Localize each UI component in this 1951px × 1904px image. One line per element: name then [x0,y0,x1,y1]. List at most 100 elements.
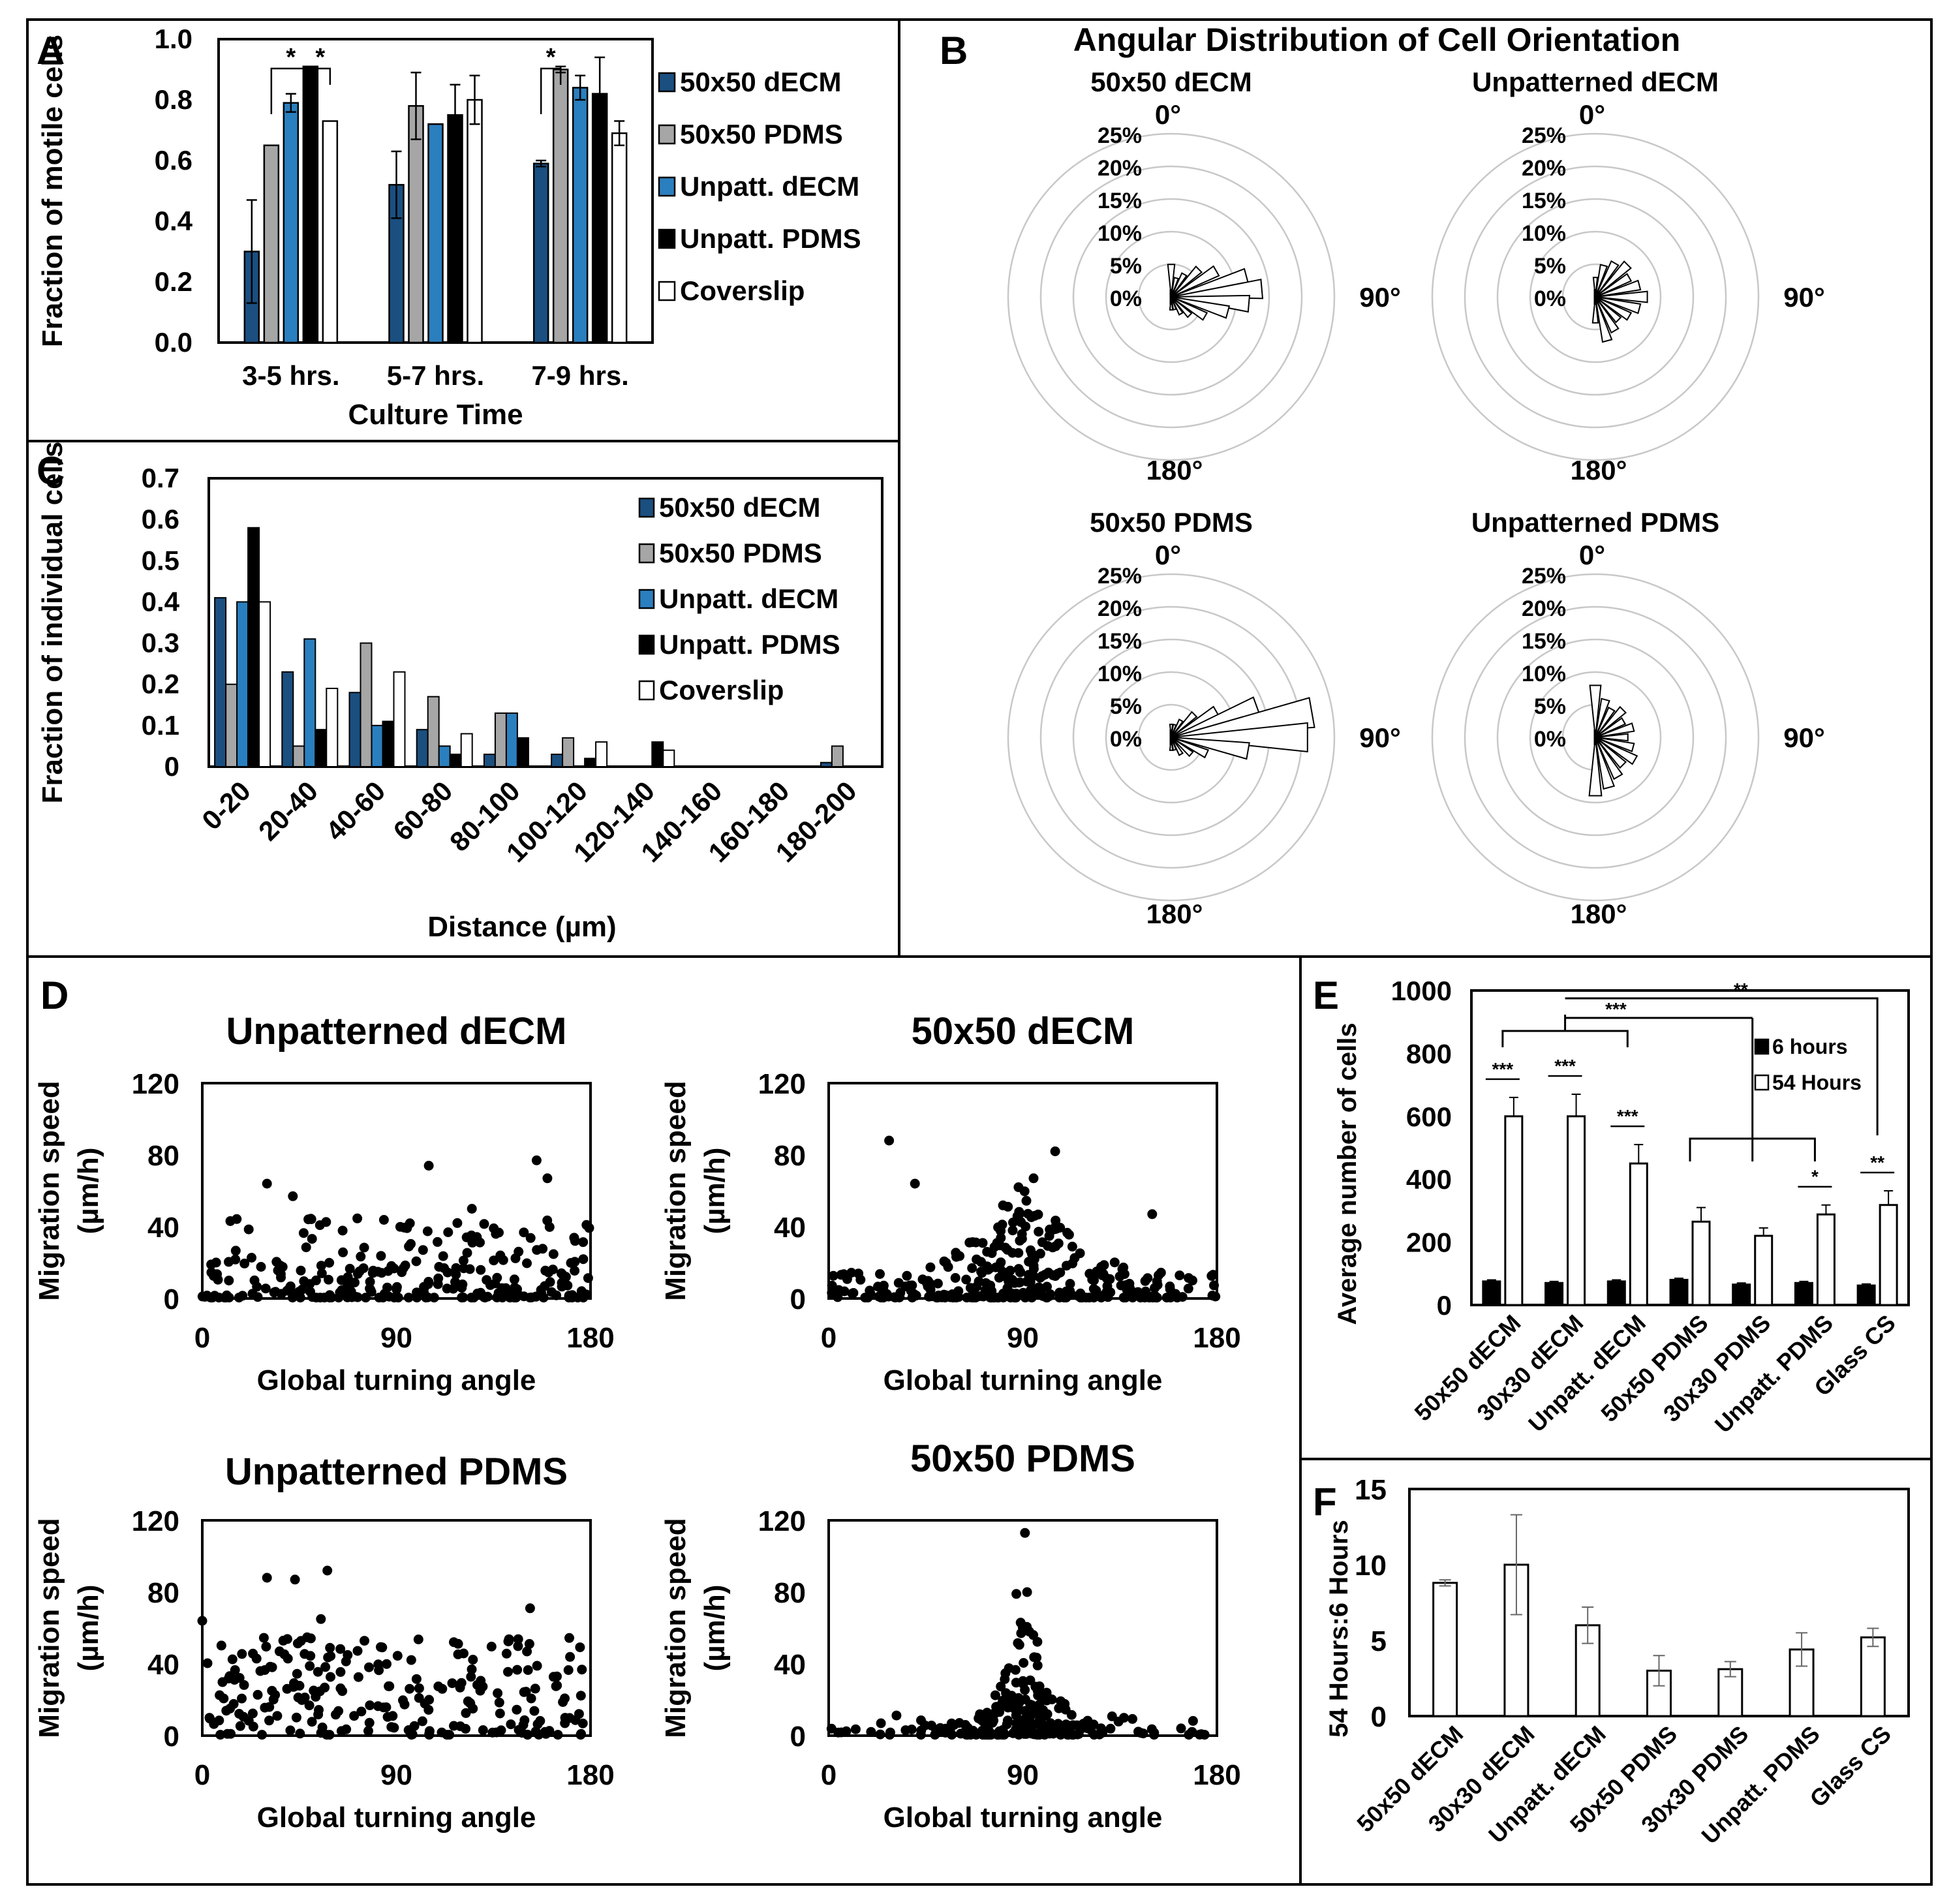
scatter-point [373,1659,384,1670]
significance-bracket [309,67,331,114]
plot-title: 50x50 PDMS [910,1437,1135,1480]
ring-label: 20% [1522,596,1566,621]
y-tick-label: 40 [774,1649,806,1681]
scatter-point [468,1655,478,1665]
scatter-point [884,1135,895,1146]
scatter-point [523,1665,533,1675]
y-tick-label: 5 [1371,1625,1387,1657]
legend-swatch-50x50-pdms [658,124,676,145]
error-bar [1439,1579,1451,1587]
panel-c-chart: 0.7 0.6 0.5 0.4 0.3 0.2 0.1 0 Fraction of indivi… [37,442,883,943]
bar-50x50-decm [416,729,429,767]
group-bracket [1501,1015,1629,1047]
scatter-point [382,1712,393,1722]
scatter-point [349,1711,360,1721]
y-axis-label: Migration speed [660,1081,692,1300]
grid-ring [1431,573,1760,902]
bar-50x50-decm [281,671,294,768]
scatter-point [522,1646,532,1657]
scatter-point [437,1727,447,1738]
ring-label: 25% [1098,123,1142,148]
scatter-point [228,1698,239,1709]
scatter-point [335,1644,346,1654]
scatter-point [433,1273,444,1283]
rose-petal [1171,711,1198,738]
legend-label: Unpatt. dECM [659,583,838,614]
error-bar [594,56,606,131]
scatter-point [991,1262,1001,1272]
bar-coverslip [393,671,406,768]
bar-50x50-decm [820,761,833,767]
scatter-point [1129,1287,1139,1298]
scatter-point [977,1238,988,1248]
scatter-point [256,1262,266,1272]
scatter-point [1042,1709,1052,1719]
scatter-point [1044,1231,1054,1241]
x-tick-label: 0-20 [196,775,256,836]
scatter-point [1051,1241,1061,1251]
scatter-point [878,1280,889,1291]
rose-petal [1588,737,1603,797]
scatter-point [307,1717,317,1727]
scatter-point [234,1293,244,1303]
x-tick-label: 90 [1007,1759,1039,1791]
bar-50x50-pdms [552,69,569,344]
error-bar [469,74,480,125]
legend-swatch-6-hours [1754,1038,1770,1055]
scatter-point [1054,1293,1065,1303]
y-axis-label: Fraction of motile cells [37,35,69,347]
scatter-point [563,1665,574,1675]
scatter-point [1075,1288,1086,1298]
scatter-point [994,1730,1004,1740]
ring-label: 5% [1110,254,1142,279]
ring-label: 10% [1522,221,1566,246]
scatter-point [422,1226,433,1236]
rose-title: Unpatterned PDMS [1471,507,1719,538]
ring-label: 0% [1110,727,1142,752]
plot-title: 50x50 dECM [912,1010,1135,1052]
bar-50x50-pdms [225,683,238,767]
scatter-point [404,1241,414,1251]
rose-petal [1591,296,1599,324]
scatter-point [338,1247,348,1257]
ring-label: 5% [1534,254,1566,279]
scatter-point [409,1721,420,1731]
scatter-point [442,1283,452,1294]
scatter-point [267,1685,277,1696]
scatter-point [542,1173,553,1184]
scatter-point [363,1726,373,1736]
scatter-point [1005,1265,1015,1276]
significance-marker: *** [1492,1059,1514,1079]
scatter-point [209,1719,219,1729]
bar-unpatt-decm [505,712,518,768]
bar-50x50-pdms [494,712,507,768]
legend-swatch-unpatt-pdms [638,634,655,655]
scatter-point [1066,1710,1077,1720]
error-bar [1612,1279,1621,1282]
rose-petal [1595,717,1627,738]
angle-label-bottom: 180° [1571,898,1627,929]
scatter-point [234,1673,245,1683]
legend-swatch-50x50-pdms [638,543,655,564]
scatter-point [222,1290,232,1300]
scatter-point [512,1704,522,1715]
scatter-point [981,1710,992,1720]
scatter-point [1086,1725,1096,1735]
error-bar [1653,1655,1665,1687]
y-tick-label: 0.5 [142,545,179,576]
scatter-point [1032,1660,1043,1670]
scatter-point [1021,1195,1032,1206]
bar-50x50-pdms [562,737,575,768]
scatter-point [860,1293,870,1303]
scatter-point [356,1706,367,1717]
grid-ring [1496,638,1695,837]
scatter-point [574,1709,584,1719]
scatter-point [583,1273,593,1283]
error-bar [1697,1206,1706,1222]
scatter-point [449,1637,459,1648]
scatter-point [1207,1291,1218,1300]
scatter-point [530,1683,540,1694]
scatter-50x50-decm: 50x50 dECM 120 80 40 00 90 180 Global turning a… [660,1010,1241,1396]
x-tick-label: 50x50 PDMS [1595,1310,1713,1427]
